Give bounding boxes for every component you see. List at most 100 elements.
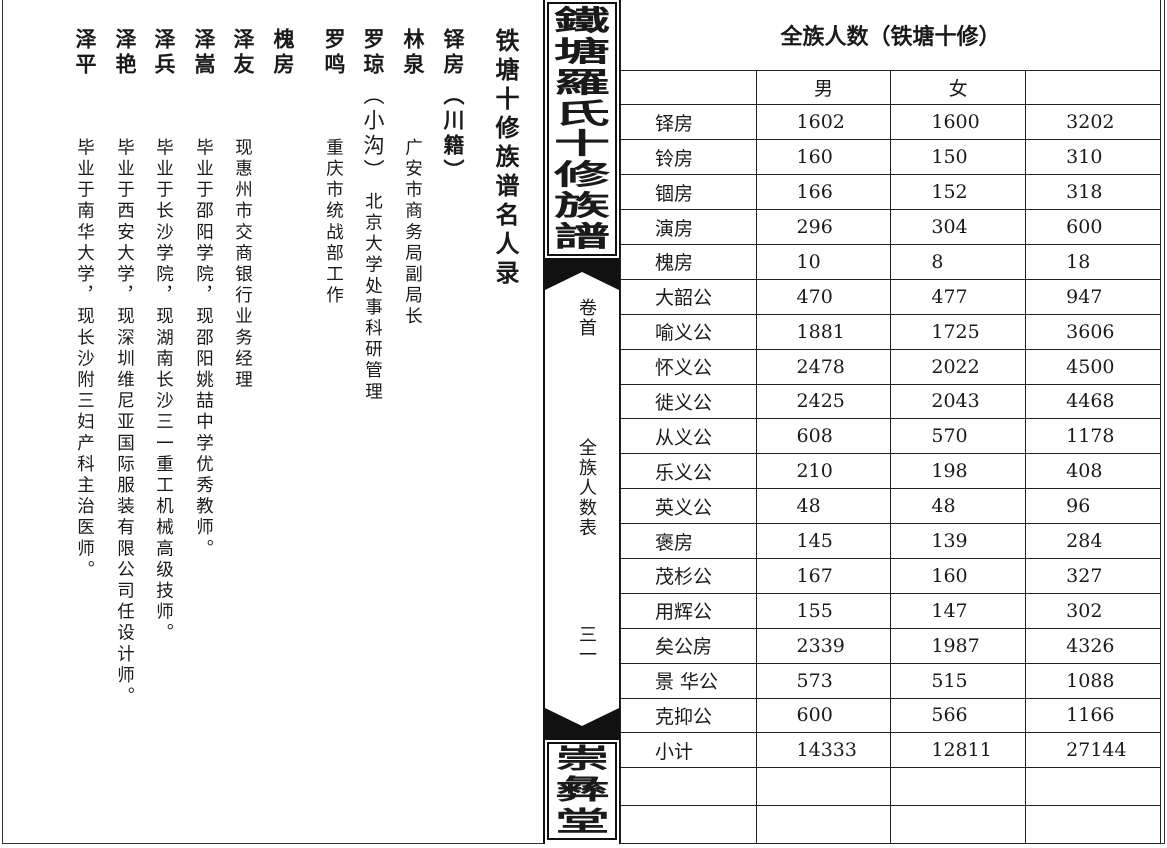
hall-name-char: 彝 (555, 775, 609, 807)
entry-column: 罗琼 （小沟） 北京大学处事科研管理 (360, 28, 386, 403)
entry-column: 罗鸣 重庆市统战部工作 (321, 28, 347, 307)
spine-title-char: 十 (553, 127, 611, 161)
empty-cell (755, 805, 892, 845)
entry-name: 泽嵩 (192, 28, 216, 78)
total-count: 318 (1025, 174, 1161, 211)
table-row: 槐房 10 8 18 (620, 243, 1161, 280)
female-count: 570 (890, 418, 1027, 455)
female-count: 198 (890, 453, 1027, 490)
branch-name: 铎房 (620, 104, 757, 141)
header-cell (620, 69, 757, 106)
total-count: 4468 (1025, 383, 1161, 420)
female-count: 1987 (890, 627, 1027, 664)
female-count: 152 (890, 174, 1027, 211)
entry-column: 铎房 （川籍） (440, 28, 466, 184)
branch-name: 乐义公 (620, 453, 757, 490)
branch-name: 喻义公 (620, 313, 757, 350)
male-count: 14333 (755, 732, 892, 769)
empty-cell (620, 767, 757, 807)
spine-title-char: 羅 (553, 65, 611, 99)
branch-name: 徙义公 (620, 383, 757, 420)
table-row: 矣公房 2339 1987 4326 (620, 627, 1161, 664)
empty-cell (1025, 805, 1161, 845)
entry-description: 毕业于西安大学，现深圳维尼亚国际服装有限公司任设计师。 (114, 138, 135, 708)
male-count: 10 (755, 243, 892, 280)
female-count: 2043 (890, 383, 1027, 420)
branch-name: 铃房 (620, 139, 757, 176)
branch-name: 锢房 (620, 174, 757, 211)
female-count: 1725 (890, 313, 1027, 350)
entry-note: （小沟） (361, 84, 385, 184)
table-row: 喻义公 1881 1725 3606 (620, 313, 1161, 350)
total-count: 947 (1025, 278, 1161, 315)
female-count: 8 (890, 243, 1027, 280)
male-count: 160 (755, 139, 892, 176)
male-count: 167 (755, 557, 892, 594)
total-count: 600 (1025, 209, 1161, 245)
table-row: 怀义公 2478 2022 4500 (620, 348, 1161, 385)
chevron-up-icon (545, 708, 619, 726)
spine-hall-name: 崇彝堂 (547, 742, 617, 840)
empty-cell (1025, 767, 1161, 807)
header-female: 女 (890, 69, 1027, 106)
entry-column: 林泉 广安市商务局副局长 (400, 28, 426, 328)
male-count: 608 (755, 418, 892, 455)
page-title: 铁塘十修族谱名人录 (491, 28, 519, 289)
table-row: 茂杉公 167 160 327 (620, 557, 1161, 594)
female-count: 304 (890, 209, 1027, 245)
female-count: 1600 (890, 104, 1027, 141)
entry-description: 毕业于南华大学，现长沙附三妇产科主治医师。 (74, 138, 95, 582)
male-count: 2425 (755, 383, 892, 420)
spine-band-top (545, 258, 619, 290)
branch-name: 小计 (620, 732, 757, 769)
female-count: 566 (890, 697, 1027, 734)
female-count: 515 (890, 662, 1027, 699)
spine-title-char: 塘 (553, 34, 611, 68)
entry-note: （川籍） (441, 84, 465, 184)
branch-name: 褒房 (620, 523, 757, 559)
empty-cell (620, 805, 757, 845)
table-row: 铃房 160 150 310 (620, 139, 1161, 176)
spine-title: 鐵塘羅氏十修族譜 (547, 2, 617, 256)
branch-name: 从义公 (620, 418, 757, 455)
entry-description: 毕业于长沙学院，现湖南长沙三一重工机械高级技师。 (153, 138, 174, 645)
female-count: 139 (890, 523, 1027, 559)
male-count: 1602 (755, 104, 892, 141)
total-count: 4326 (1025, 627, 1161, 664)
total-count: 1088 (1025, 662, 1161, 699)
spine-volume: 卷首 (576, 298, 597, 338)
entry-name: 泽兵 (152, 28, 176, 78)
male-count: 1881 (755, 313, 892, 350)
male-count: 155 (755, 592, 892, 629)
empty-row (620, 805, 1161, 845)
total-count: 3202 (1025, 104, 1161, 141)
table-row: 从义公 608 570 1178 (620, 418, 1161, 455)
female-count: 147 (890, 592, 1027, 629)
table-row: 铎房 1602 1600 3202 (620, 104, 1161, 141)
total-count: 327 (1025, 557, 1161, 594)
table-title: 全族人数（铁塘十修） (620, 0, 1161, 71)
female-count: 12811 (890, 732, 1027, 769)
male-count: 166 (755, 174, 892, 211)
female-count: 2022 (890, 348, 1027, 385)
hall-name-char: 堂 (555, 806, 609, 838)
entry-name: 罗鸣 (322, 28, 346, 78)
total-count: 4500 (1025, 348, 1161, 385)
male-count: 600 (755, 697, 892, 734)
female-count: 150 (890, 139, 1027, 176)
branch-name: 演房 (620, 209, 757, 245)
total-count: 96 (1025, 488, 1161, 525)
empty-row (620, 767, 1161, 807)
branch-name: 茂杉公 (620, 557, 757, 594)
female-count: 48 (890, 488, 1027, 525)
entry-name: 槐房 (271, 28, 295, 78)
total-count: 27144 (1025, 732, 1161, 769)
entry-column: 泽平 毕业于南华大学，现长沙附三妇产科主治医师。 (72, 28, 98, 581)
total-count: 1166 (1025, 697, 1161, 734)
table-row: 小计 14333 12811 27144 (620, 732, 1161, 769)
spine-title-char: 族 (553, 189, 611, 223)
branch-name: 怀义公 (620, 348, 757, 385)
male-count: 210 (755, 453, 892, 490)
chevron-down-icon (545, 272, 619, 290)
spine-page-number: 三一 (576, 625, 597, 665)
